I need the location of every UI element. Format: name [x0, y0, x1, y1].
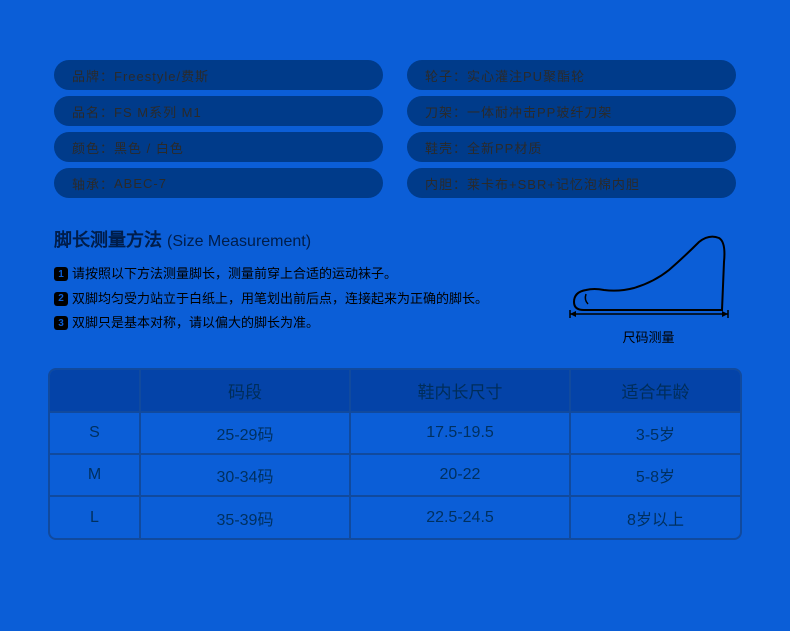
step-number-icon: 1	[54, 267, 68, 281]
table-header-row: 码段 鞋内长尺寸 适合年龄	[50, 370, 740, 412]
table-cell: S	[50, 412, 140, 454]
spec-label: 鞋壳：	[425, 138, 467, 157]
table-cell: 22.5-24.5	[350, 496, 570, 538]
table-row: S 25-29码 17.5-19.5 3-5岁	[50, 412, 740, 454]
measurement-title-cn: 脚长测量方法	[54, 230, 162, 250]
spec-col-right: 轮子： 实心灌注PU聚酯轮 刀架： 一体耐冲击PP玻纤刀架 鞋壳： 全新PP材质…	[407, 60, 736, 198]
spec-pill: 品牌： Freestyle/费斯	[54, 60, 383, 90]
spec-pill: 颜色： 黑色 / 白色	[54, 132, 383, 162]
spec-label: 品名：	[72, 102, 114, 121]
measurement-step: 1 请按照以下方法测量脚长，测量前穿上合适的运动袜子。	[54, 262, 541, 287]
table-cell: 8岁以上	[570, 496, 740, 538]
spec-value: FS M系列 M1	[114, 102, 202, 121]
size-table: 码段 鞋内长尺寸 适合年龄 S 25-29码 17.5-19.5 3-5岁 M …	[48, 368, 742, 540]
table-cell: L	[50, 496, 140, 538]
spec-pill: 鞋壳： 全新PP材质	[407, 132, 736, 162]
table-header	[50, 370, 140, 412]
measurement-section: 脚长测量方法 (Size Measurement) 1 请按照以下方法测量脚长，…	[0, 198, 790, 346]
spec-value: 一体耐冲击PP玻纤刀架	[467, 102, 612, 121]
spec-label: 刀架：	[425, 102, 467, 121]
measurement-step: 3 双脚只是基本对称，请以偏大的脚长为准。	[54, 311, 541, 336]
table-cell: M	[50, 454, 140, 496]
measurement-title-en: (Size Measurement)	[167, 233, 311, 250]
spec-value: 黑色 / 白色	[114, 138, 184, 157]
table-header: 码段	[140, 370, 350, 412]
spec-pill: 品名： FS M系列 M1	[54, 96, 383, 126]
table-header: 适合年龄	[570, 370, 740, 412]
table-cell: 17.5-19.5	[350, 412, 570, 454]
table-cell: 35-39码	[140, 496, 350, 538]
table-cell: 20-22	[350, 454, 570, 496]
measurement-step: 2 双脚均匀受力站立于白纸上，用笔划出前后点，连接起来为正确的脚长。	[54, 287, 541, 312]
spec-value: 全新PP材质	[467, 138, 542, 157]
spec-pill: 内胆： 莱卡布+SBR+记忆泡棉内胆	[407, 168, 736, 198]
spec-value: Freestyle/费斯	[114, 66, 209, 85]
spec-pill: 轴承： ABEC-7	[54, 168, 383, 198]
foot-diagram: 尺码测量	[561, 226, 736, 346]
measurement-text: 脚长测量方法 (Size Measurement) 1 请按照以下方法测量脚长，…	[54, 226, 541, 336]
spec-col-left: 品牌： Freestyle/费斯 品名： FS M系列 M1 颜色： 黑色 / …	[54, 60, 383, 198]
spec-label: 颜色：	[72, 138, 114, 157]
table-header: 鞋内长尺寸	[350, 370, 570, 412]
spec-value: 实心灌注PU聚酯轮	[467, 66, 585, 85]
table-cell: 25-29码	[140, 412, 350, 454]
table-cell: 5-8岁	[570, 454, 740, 496]
step-text: 双脚只是基本对称，请以偏大的脚长为准。	[72, 311, 541, 336]
spec-label: 内胆：	[425, 174, 467, 193]
spec-pill: 轮子： 实心灌注PU聚酯轮	[407, 60, 736, 90]
table-cell: 30-34码	[140, 454, 350, 496]
spec-value: ABEC-7	[114, 176, 167, 191]
table-row: M 30-34码 20-22 5-8岁	[50, 454, 740, 496]
step-text: 请按照以下方法测量脚长，测量前穿上合适的运动袜子。	[72, 262, 541, 287]
table-cell: 3-5岁	[570, 412, 740, 454]
foot-icon	[564, 232, 734, 322]
product-specs: 品牌： Freestyle/费斯 品名： FS M系列 M1 颜色： 黑色 / …	[0, 0, 790, 198]
spec-label: 轴承：	[72, 174, 114, 193]
spec-label: 品牌：	[72, 66, 114, 85]
measurement-title: 脚长测量方法 (Size Measurement)	[54, 226, 541, 252]
spec-value: 莱卡布+SBR+记忆泡棉内胆	[467, 174, 640, 193]
spec-label: 轮子：	[425, 66, 467, 85]
spec-pill: 刀架： 一体耐冲击PP玻纤刀架	[407, 96, 736, 126]
table-row: L 35-39码 22.5-24.5 8岁以上	[50, 496, 740, 538]
measurement-steps: 1 请按照以下方法测量脚长，测量前穿上合适的运动袜子。 2 双脚均匀受力站立于白…	[54, 262, 541, 336]
step-number-icon: 3	[54, 316, 68, 330]
step-text: 双脚均匀受力站立于白纸上，用笔划出前后点，连接起来为正确的脚长。	[72, 287, 541, 312]
foot-caption: 尺码测量	[561, 327, 736, 346]
step-number-icon: 2	[54, 292, 68, 306]
